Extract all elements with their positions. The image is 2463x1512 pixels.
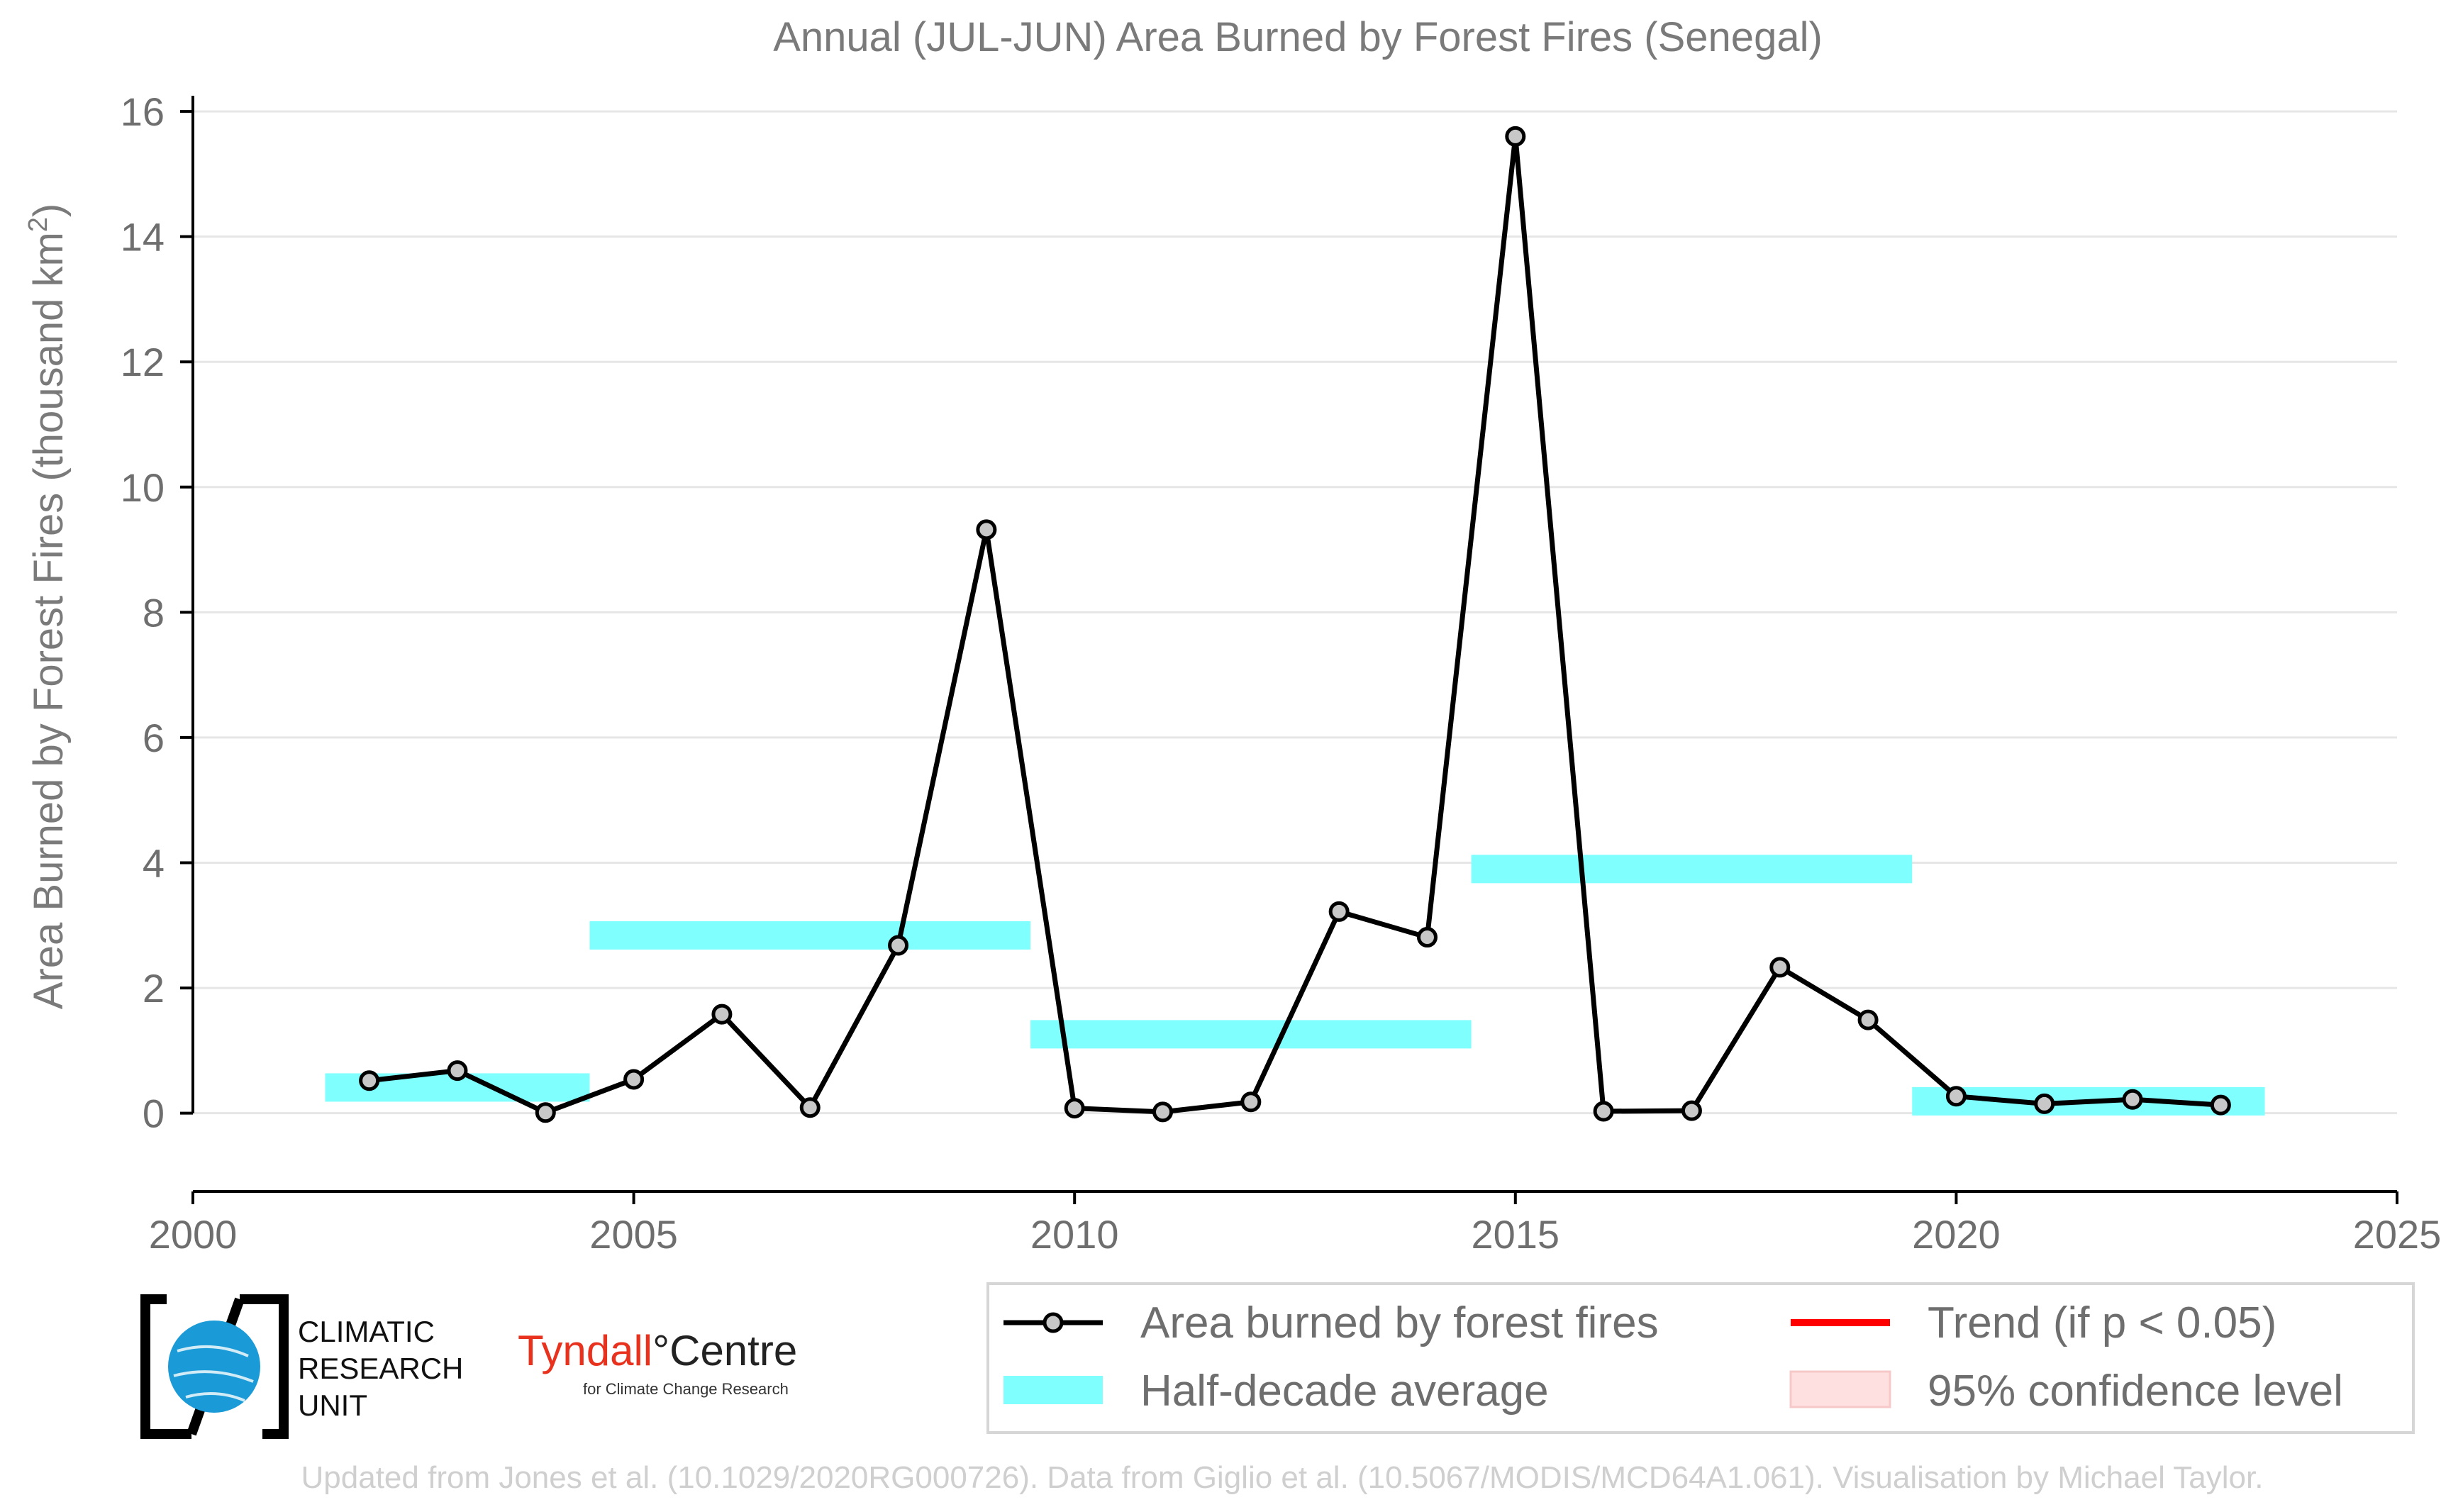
- data-point-2004: [535, 1102, 556, 1123]
- data-point-2022: [2122, 1089, 2143, 1110]
- data-point-2013: [1328, 901, 1350, 922]
- legend-label-half-decade: Half-decade average: [1140, 1367, 1549, 1416]
- y-tick-label-6: 6: [143, 716, 165, 760]
- legend-item-confidence: 95% confidence level: [1789, 1367, 2343, 1416]
- x-tick-label-2015: 2015: [1472, 1212, 1560, 1257]
- axes: [180, 96, 2398, 1204]
- x-tick-label-2025: 2025: [2353, 1212, 2442, 1257]
- globe-icon: [168, 1321, 260, 1413]
- data-point-2006: [711, 1004, 733, 1025]
- credit-text: Updated from Jones et al. (10.1029/2020R…: [301, 1460, 2264, 1495]
- legend-frame: [986, 1282, 2415, 1434]
- cru-text-line2: RESEARCH: [298, 1352, 463, 1385]
- data-points: [359, 126, 2231, 1123]
- legend-item-area-burned: Area burned by forest fires: [1003, 1299, 1659, 1347]
- data-point-2017: [1681, 1100, 1702, 1121]
- cru-text-line1: CLIMATIC: [298, 1315, 435, 1348]
- x-tick-label-2010: 2010: [1030, 1212, 1119, 1257]
- grid: [193, 110, 2397, 1115]
- y-tick-label-12: 12: [121, 340, 165, 384]
- series-line-group: [369, 133, 2221, 1116]
- legend-band-swatch: [1003, 1376, 1103, 1404]
- data-point-2009: [976, 519, 997, 540]
- y-tick-labels: 0 2 4 6 8 10 12 14 16: [121, 89, 165, 1136]
- data-point-2018: [1769, 957, 1791, 978]
- x-tick-label-2020: 2020: [1912, 1212, 2001, 1257]
- y-axis-label-close: ): [26, 204, 72, 217]
- y-axis-label-sup: 2: [23, 217, 53, 232]
- data-point-2014: [1416, 927, 1438, 948]
- x-tick-label-2005: 2005: [589, 1212, 678, 1257]
- y-axis-label: Area Burned by Forest Fires (thousand km…: [23, 204, 72, 1010]
- tyndall-logo: Tyndall°Centre for Climate Change Resear…: [518, 1327, 797, 1398]
- data-point-2011: [1152, 1101, 1174, 1123]
- chart-title: Annual (JUL-JUN) Area Burned by Forest F…: [773, 14, 1823, 60]
- y-tick-label-10: 10: [121, 465, 165, 510]
- data-point-2007: [799, 1097, 821, 1118]
- legend-label-confidence: 95% confidence level: [1928, 1367, 2343, 1416]
- tyndall-subtitle: for Climate Change Research: [583, 1380, 789, 1398]
- data-point-2015: [1505, 126, 1526, 147]
- y-axis-label-main: Area Burned by Forest Fires (thousand km: [26, 232, 72, 1009]
- y-tick-label-8: 8: [143, 590, 165, 635]
- data-point-2016: [1593, 1101, 1614, 1122]
- legend-marker-swatch: [1043, 1312, 1064, 1333]
- legend-label-area-burned: Area burned by forest fires: [1140, 1299, 1659, 1347]
- series-line: [369, 133, 2221, 1116]
- cru-text-line3: UNIT: [298, 1389, 367, 1422]
- tyndall-wordmark: Tyndall°Centre: [518, 1327, 797, 1374]
- y-tick-label-0: 0: [143, 1091, 165, 1136]
- x-tick-label-2000: 2000: [149, 1212, 238, 1257]
- x-tick-labels: 2000 2005 2010 2015 2020 2025: [149, 1212, 2442, 1257]
- tyndall-name: Tyndall: [518, 1327, 652, 1374]
- data-point-2023: [2210, 1094, 2231, 1116]
- tyndall-centre: Centre: [669, 1327, 797, 1374]
- data-point-2008: [888, 935, 909, 956]
- data-point-2021: [2034, 1093, 2055, 1114]
- data-point-2020: [1945, 1086, 1967, 1107]
- legend-item-trend: Trend (if p < 0.05): [1791, 1299, 2276, 1347]
- half-decade-band-2: [1030, 1020, 1472, 1049]
- data-point-2010: [1064, 1098, 1085, 1119]
- data-point-2005: [623, 1069, 645, 1090]
- half-decade-band-3: [1471, 855, 1913, 884]
- half-decade-band-1: [589, 921, 1031, 950]
- legend-confidence-swatch: [1789, 1370, 1891, 1408]
- legend-label-trend: Trend (if p < 0.05): [1928, 1299, 2276, 1347]
- data-point-2012: [1240, 1091, 1262, 1113]
- legend: Area burned by forest fires Trend (if p …: [986, 1282, 2415, 1434]
- y-tick-label-2: 2: [143, 966, 165, 1011]
- data-point-2019: [1857, 1009, 1879, 1030]
- y-tick-label-4: 4: [143, 841, 165, 886]
- y-tick-label-16: 16: [121, 89, 165, 134]
- tyndall-degree: °: [652, 1327, 669, 1374]
- half-decade-bands: [325, 855, 2265, 1116]
- y-tick-label-14: 14: [121, 215, 165, 260]
- cru-logo: CLIMATIC RESEARCH UNIT: [140, 1294, 463, 1439]
- legend-item-half-decade: Half-decade average: [1003, 1367, 1549, 1416]
- data-point-2002: [359, 1070, 380, 1091]
- data-point-2003: [447, 1060, 468, 1082]
